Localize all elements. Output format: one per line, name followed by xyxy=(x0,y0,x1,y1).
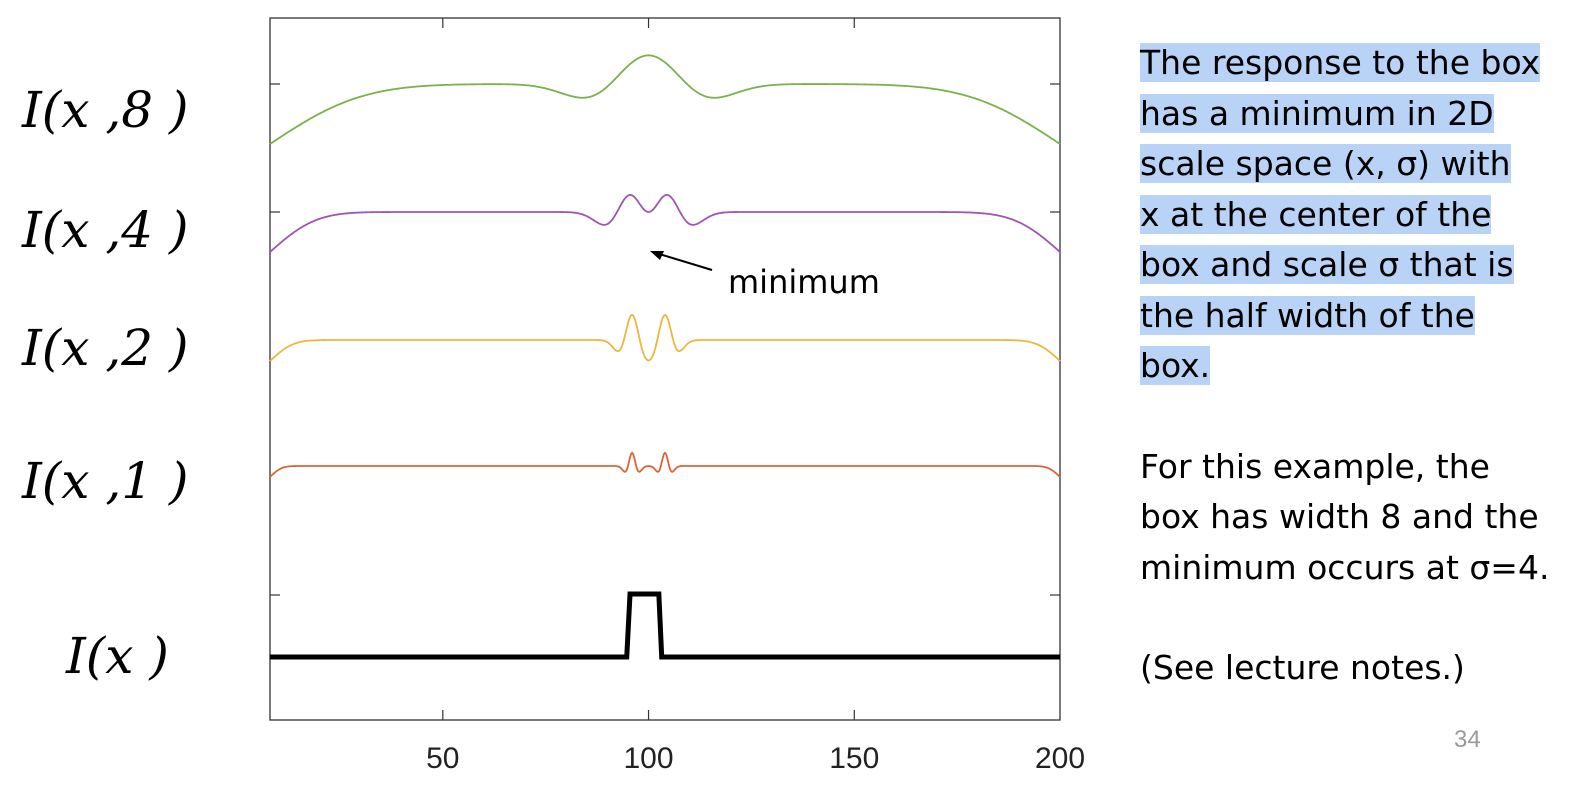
series-line-sigma-0 xyxy=(270,591,1060,660)
lecture-note: (See lecture notes.) xyxy=(1140,648,1465,687)
minimum-arrow-head xyxy=(650,251,664,260)
annotation-group: minimum xyxy=(650,251,880,301)
side-line-4: x at the center of the xyxy=(1140,194,1492,234)
side-line-1: The response to the box xyxy=(1140,43,1541,82)
side-line-2: has a minimum in 2D xyxy=(1140,93,1494,133)
example-paragraph: For this example, the box has width 8 an… xyxy=(1140,442,1580,594)
side-line-7: box. xyxy=(1140,346,1211,385)
side-line-6: the half width of the xyxy=(1140,295,1475,335)
row-label-sigma2: I(x ,2 ) xyxy=(22,319,189,377)
x-tick-label: 50 xyxy=(426,742,459,775)
side-text: The response to the box has a minimum in… xyxy=(1140,38,1580,694)
page-number: 34 xyxy=(1454,726,1481,753)
side-line-5: box and scale σ that is xyxy=(1140,245,1514,284)
x-tick-label: 200 xyxy=(1035,742,1085,775)
row-label-sigma1: I(x ,1 ) xyxy=(22,452,189,510)
minimum-label: minimum xyxy=(728,263,880,301)
series-group xyxy=(269,54,1061,660)
series-line-sigma-2 xyxy=(269,313,1061,362)
series-line-sigma-1 xyxy=(269,451,1061,478)
tick-marks xyxy=(270,18,1060,720)
highlighted-paragraph: The response to the box has a minimum in… xyxy=(1140,38,1580,392)
side-line-3: scale space (x, σ) with xyxy=(1140,144,1511,183)
x-tick-label: 150 xyxy=(829,742,879,775)
row-label-sigma8: I(x ,8 ) xyxy=(22,81,189,139)
example-line-1: For this example, the xyxy=(1140,446,1490,486)
plot-frame xyxy=(269,17,1061,721)
x-tick-label: 100 xyxy=(624,742,674,775)
series-line-sigma-4 xyxy=(269,194,1061,253)
scale-space-plot: 50 100 150 200 minimum xyxy=(269,17,1085,775)
example-line-2: box has width 8 and the xyxy=(1140,497,1539,536)
x-tick-labels: 50 100 150 200 xyxy=(426,742,1085,775)
row-label-sigma4: I(x ,4 ) xyxy=(22,201,189,259)
example-line-3: minimum occurs at σ=4. xyxy=(1140,547,1550,587)
row-label-box: I(x ) xyxy=(66,627,169,685)
series-line-sigma-8 xyxy=(269,54,1061,145)
minimum-arrow-line xyxy=(655,252,713,271)
